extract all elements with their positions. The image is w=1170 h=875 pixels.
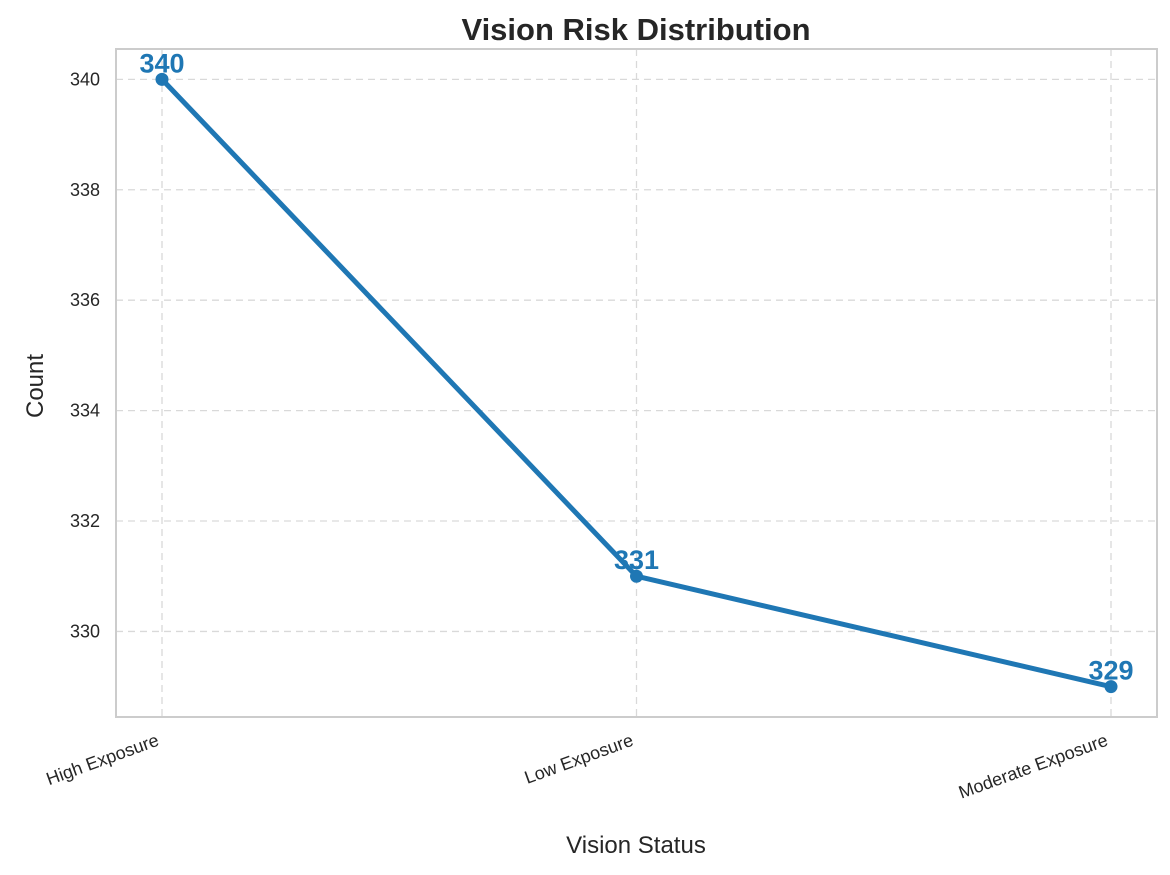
y-tick-label: 336 <box>70 290 100 310</box>
data-label: 331 <box>614 545 659 575</box>
x-axis-ticks: High Exposure Low Exposure Moderate Exposu… <box>44 730 1111 803</box>
data-point <box>155 72 169 86</box>
series-layer <box>155 72 1118 694</box>
y-tick-label: 332 <box>70 511 100 531</box>
x-tick-label: Low Exposure <box>522 730 636 788</box>
grid-lines <box>116 49 1157 717</box>
y-axis-label: Count <box>22 354 49 418</box>
x-tick-label: Moderate Exposure <box>956 730 1110 803</box>
y-tick-label: 330 <box>70 621 100 641</box>
data-label: 329 <box>1088 656 1133 686</box>
x-tick-label: High Exposure <box>44 730 162 789</box>
y-tick-label: 334 <box>70 401 100 421</box>
x-axis-label: Vision Status <box>566 832 706 859</box>
data-point <box>630 569 643 583</box>
chart-title: Vision Risk Distribution <box>461 12 810 47</box>
y-axis-ticks: 330 332 334 336 338 340 <box>70 69 100 641</box>
y-tick-label: 340 <box>70 69 100 89</box>
data-labels: 340 331 329 <box>139 48 1133 685</box>
plot-area-frame <box>115 48 1158 718</box>
y-tick-label: 338 <box>70 180 100 200</box>
data-label: 340 <box>139 48 184 78</box>
data-point <box>1104 680 1118 694</box>
